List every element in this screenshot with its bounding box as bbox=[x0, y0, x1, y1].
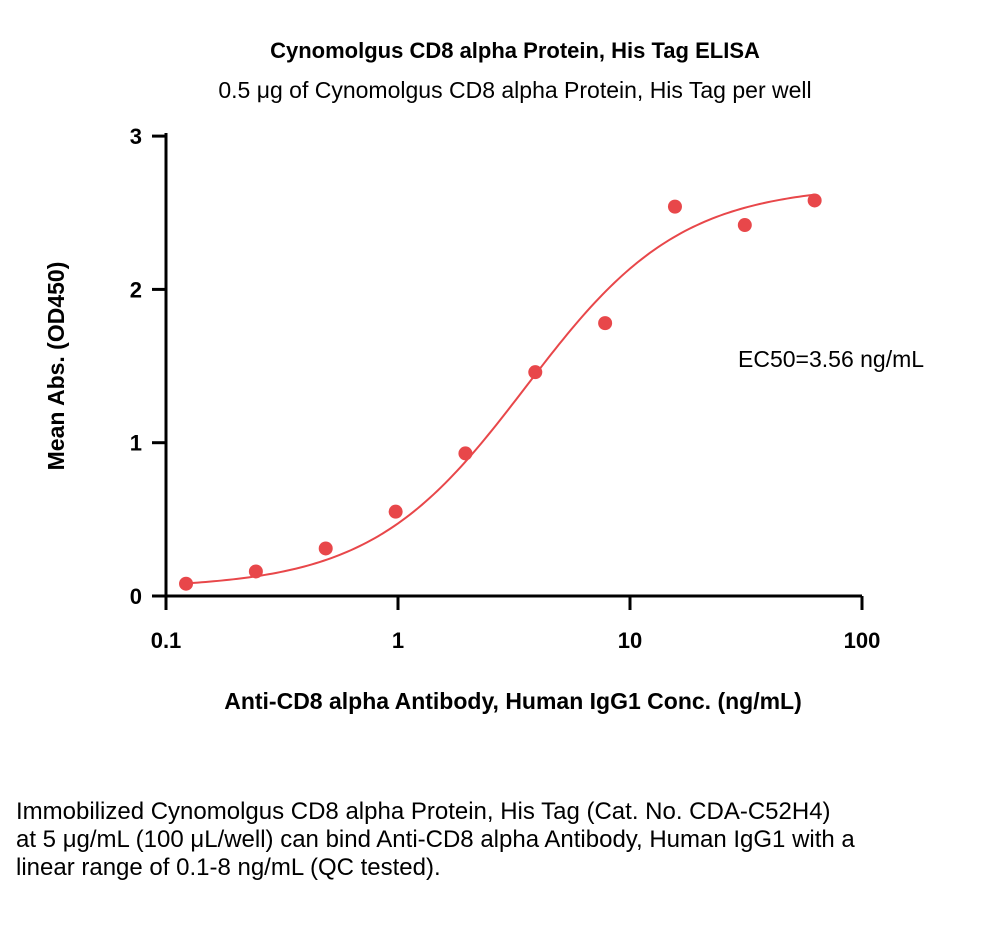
ec50-annotation: EC50=3.56 ng/mL bbox=[738, 346, 924, 372]
data-point bbox=[598, 316, 613, 331]
x-tick-label: 1 bbox=[392, 628, 404, 653]
data-point bbox=[318, 541, 333, 556]
x-tick-label: 100 bbox=[844, 628, 881, 653]
y-tick-label: 3 bbox=[130, 124, 142, 149]
data-point bbox=[458, 446, 473, 461]
data-point bbox=[807, 193, 822, 208]
x-axis-label: Anti-CD8 alpha Antibody, Human IgG1 Conc… bbox=[224, 688, 802, 714]
fit-curve bbox=[185, 193, 815, 585]
y-tick-label: 1 bbox=[130, 431, 142, 456]
y-ticks: 0 1 2 3 bbox=[130, 124, 166, 609]
chart-subtitle: 0.5 μg of Cynomolgus CD8 alpha Protein, … bbox=[218, 77, 812, 103]
chart-title: Cynomolgus CD8 alpha Protein, His Tag EL… bbox=[270, 38, 760, 63]
data-point bbox=[388, 504, 403, 519]
data-point bbox=[179, 576, 194, 591]
figure-caption: Immobilized Cynomolgus CD8 alpha Protein… bbox=[16, 798, 855, 881]
data-point bbox=[248, 564, 263, 579]
y-axis-label: Mean Abs. (OD450) bbox=[43, 262, 69, 471]
data-point bbox=[737, 218, 752, 233]
x-tick-label: 0.1 bbox=[151, 628, 182, 653]
y-tick-label: 2 bbox=[130, 277, 142, 302]
y-tick-label: 0 bbox=[130, 584, 142, 609]
x-ticks: 0.1 1 10 100 bbox=[151, 596, 881, 653]
x-tick-label: 10 bbox=[618, 628, 642, 653]
data-point bbox=[667, 199, 682, 214]
data-point bbox=[528, 365, 543, 380]
data-points bbox=[179, 193, 822, 591]
